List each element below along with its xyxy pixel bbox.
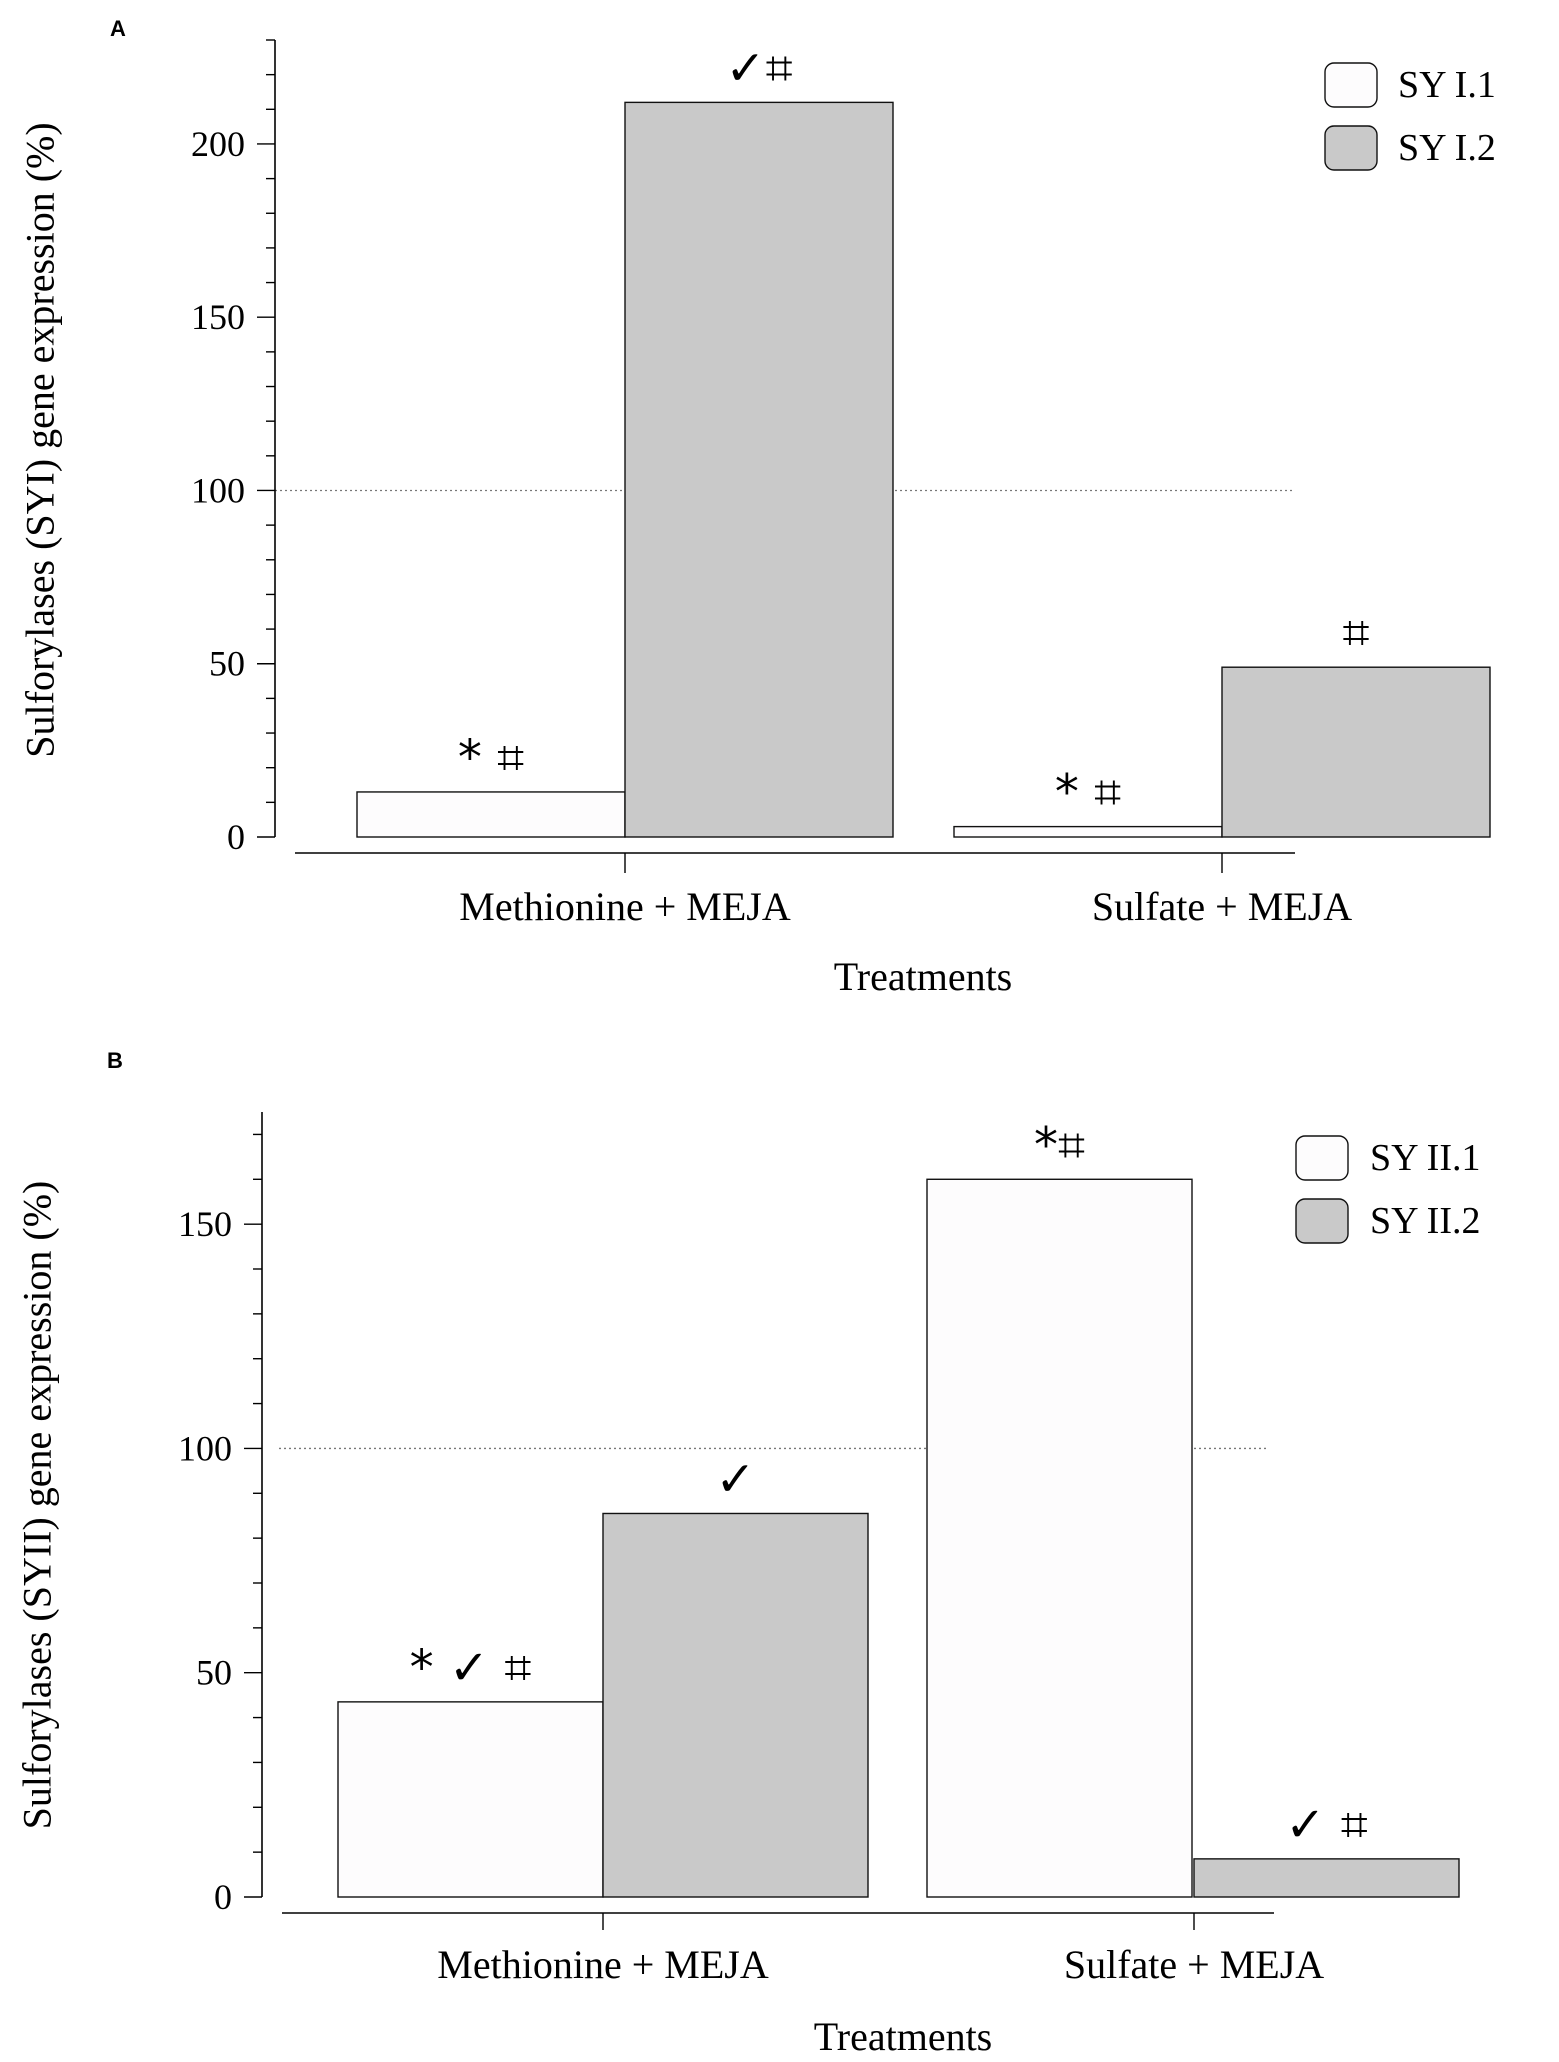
bar-annotation: ⌗: [1342, 605, 1369, 661]
legend: SY I.1 SY I.2: [1324, 62, 1496, 171]
bar-sy-i-1-1: [356, 791, 626, 838]
x-category-label: Methionine + MEJA: [437, 1942, 769, 1987]
bar-sy-i-2-2: [1221, 666, 1491, 838]
panel-letter: A: [110, 16, 126, 41]
legend-label: SY I.1: [1398, 64, 1496, 106]
chart-panel-b: B * ✓ ⌗ *⌗ ✓ ✓ ⌗ 0 50 100 150 Methionine + MEJA Su…: [15, 1048, 1481, 2059]
y-tick-label: 150: [191, 297, 245, 337]
panel-letter: B: [107, 1048, 123, 1073]
legend-label: SY II.2: [1370, 1200, 1480, 1242]
bars: * ✓ ⌗ *⌗ ✓ ✓ ⌗: [337, 1117, 1460, 1898]
x-category-label: Sulfate + MEJA: [1092, 884, 1352, 929]
legend-swatch: [1324, 125, 1378, 171]
x-category-label: Methionine + MEJA: [459, 884, 791, 929]
legend-swatch: [1324, 62, 1378, 108]
y-tick-label: 100: [191, 470, 245, 510]
bar-annotation: * ✓ ⌗: [410, 1640, 532, 1696]
bar-annotation: * ⌗: [458, 730, 524, 786]
bar-sy-i-2-1: [624, 101, 894, 838]
y-tick-label: 100: [178, 1428, 232, 1468]
y-axis-title: Sulforylases (SYII) gene expression (%): [15, 1181, 60, 1830]
bar-annotation: *⌗: [1034, 1117, 1085, 1173]
y-tick-label: 0: [227, 817, 245, 857]
legend: SY II.1 SY II.2: [1295, 1135, 1480, 1244]
legend-swatch: [1295, 1198, 1349, 1244]
y-tick-label: 50: [209, 644, 245, 684]
x-category-label: Sulfate + MEJA: [1064, 1942, 1324, 1987]
bars: * ⌗ * ⌗ ✓⌗ ⌗: [356, 40, 1491, 838]
legend-label: SY I.2: [1398, 127, 1496, 169]
bar-sy-ii-2-1: [602, 1512, 869, 1898]
y-tick-label: 200: [191, 124, 245, 164]
y-axis-title: Sulforylases (SYI) gene expression (%): [18, 122, 63, 757]
y-tick-label: 50: [196, 1653, 232, 1693]
bar-sy-ii-1-1: [337, 1701, 604, 1898]
x-axis-title: Treatments: [814, 2014, 993, 2059]
bar-sy-ii-1-2: [926, 1178, 1193, 1898]
bar-annotation: ✓: [715, 1451, 755, 1507]
bar-annotation: ✓ ⌗: [1285, 1797, 1368, 1853]
bar-sy-ii-2-2: [1193, 1858, 1460, 1898]
legend-swatch: [1295, 1135, 1349, 1181]
bar-annotation: * ⌗: [1055, 765, 1121, 821]
legend-label: SY II.1: [1370, 1137, 1480, 1179]
bar-annotation: ✓⌗: [725, 40, 792, 96]
y-tick-label: 150: [178, 1204, 232, 1244]
bar-sy-i-1-2: [953, 825, 1223, 838]
chart-panel-a: A * ⌗ * ⌗ ✓⌗ ⌗ 0 50 100 150 200 Methionine + MEJA S…: [18, 16, 1496, 999]
y-tick-label: 0: [214, 1877, 232, 1917]
x-axis-title: Treatments: [834, 954, 1013, 999]
